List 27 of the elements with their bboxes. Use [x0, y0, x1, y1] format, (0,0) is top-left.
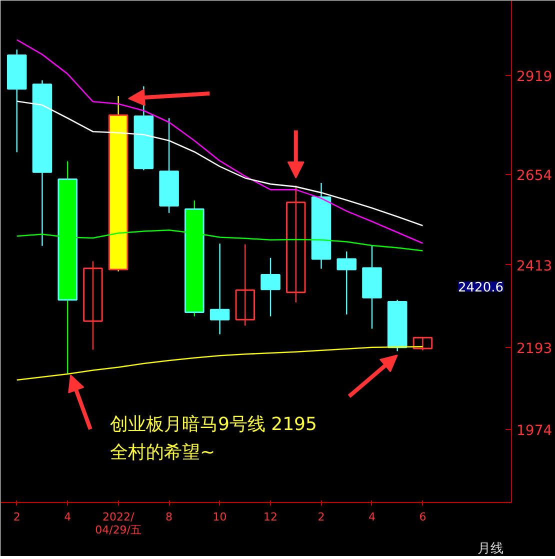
- y-tick-label: 2919: [516, 68, 552, 85]
- x-tick-label: 2022/04/29/五: [95, 510, 142, 536]
- candlestick: [235, 244, 256, 326]
- x-tick-label: 4: [64, 510, 72, 524]
- y-tick-label: 2193: [516, 340, 552, 357]
- y-tick-label: 2413: [516, 258, 552, 274]
- candlestick: [260, 257, 280, 317]
- x-tick-label: 4: [368, 510, 376, 524]
- line-series: [16, 39, 424, 244]
- x-tick-label: 10: [212, 510, 227, 524]
- line-series: [16, 100, 424, 226]
- x-tick-label: 2: [318, 510, 325, 524]
- annotation: 全村的希望~: [110, 442, 216, 463]
- candlestick: [83, 260, 103, 350]
- y-tick-label: 1974: [516, 422, 552, 439]
- x-tick-label: 12: [264, 510, 278, 524]
- candlestick: [210, 243, 230, 335]
- candlestick: [286, 184, 306, 304]
- x-tick-label: 6: [419, 510, 426, 524]
- x-tick-label: 8: [166, 510, 173, 524]
- y-tick-label: 2654: [516, 168, 552, 184]
- text: 月线: [478, 542, 504, 556]
- candlestick: [336, 250, 356, 316]
- candlestick: [412, 336, 433, 351]
- x-tick-label: 2: [13, 510, 20, 524]
- text: 2420.6: [458, 280, 504, 296]
- annotation: 创业板月暗马9号线 2195: [110, 414, 317, 436]
